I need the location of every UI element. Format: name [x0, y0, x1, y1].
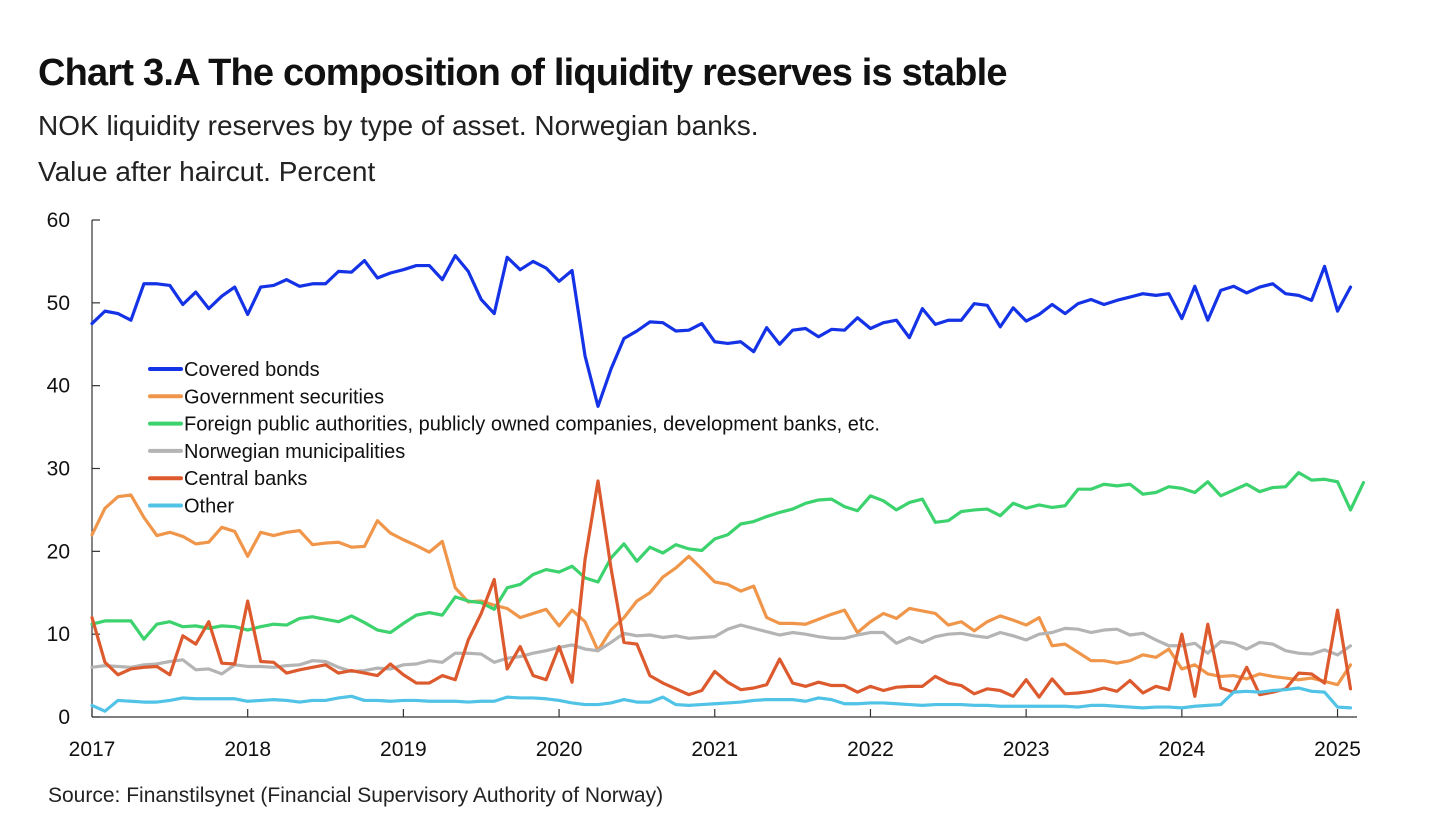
series-line-government-securities: [90, 493, 1353, 687]
y-tick-label: 60: [47, 209, 70, 232]
chart-series: [90, 254, 1366, 713]
legend-label: Covered bonds: [184, 359, 320, 381]
legend-label: Norwegian municipalities: [184, 441, 405, 463]
chart-legend: Covered bonds Government securities Foreig…: [148, 359, 880, 518]
legend-label: Other: [184, 496, 234, 518]
x-tick-label: 2021: [691, 738, 738, 761]
x-tick-label: 2018: [224, 738, 271, 761]
chart-subtitle-line-1: NOK liquidity reserves by type of asset.…: [38, 110, 759, 141]
y-tick-label: 20: [47, 540, 70, 563]
x-tick-label: 2024: [1158, 738, 1205, 761]
legend-label: Foreign public authorities, publicly own…: [184, 414, 880, 436]
x-tick-label: 2023: [1003, 738, 1050, 761]
chart-axes: 0 10 20 30 40 50 60 2017 2018 2019 2020 2021 2022 202…: [47, 209, 1361, 761]
y-tick-label: 30: [47, 458, 70, 481]
chart-title: Chart 3.A The composition of liquidity r…: [38, 52, 1007, 94]
legend-label: Central banks: [184, 468, 307, 490]
chart-subtitle-line-2: Value after haircut. Percent: [38, 156, 376, 187]
x-tick-label: 2022: [847, 738, 894, 761]
series-line-other: [90, 686, 1353, 713]
y-tick-label: 40: [47, 375, 70, 398]
y-tick-label: 10: [47, 623, 70, 646]
chart-source: Source: Finanstilsynet (Financial Superv…: [48, 784, 664, 807]
y-tick-label: 50: [47, 292, 70, 315]
y-tick-label: 0: [58, 706, 70, 729]
x-tick-label: 2017: [69, 738, 116, 761]
series-line-foreign-public-authorities-publicly-owne: [90, 471, 1366, 641]
x-tick-label: 2020: [536, 738, 583, 761]
x-tick-label: 2019: [380, 738, 427, 761]
x-tick-label: 2025: [1314, 738, 1361, 761]
series-line-covered-bonds: [90, 254, 1353, 408]
legend-label: Government securities: [184, 386, 384, 408]
series-line-central-banks: [90, 479, 1353, 699]
series-line-norwegian-municipalities: [90, 623, 1353, 676]
